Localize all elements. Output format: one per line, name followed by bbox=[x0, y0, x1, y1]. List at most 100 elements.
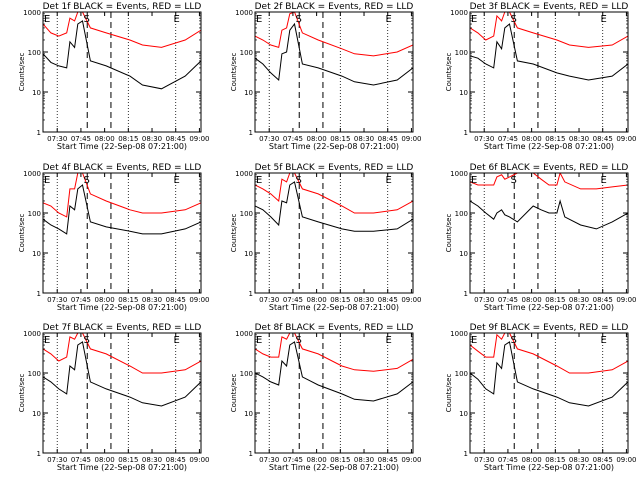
x-tick-label: 07:45 bbox=[283, 135, 303, 143]
series-line-red bbox=[470, 333, 628, 374]
x-tick-label: 08:45 bbox=[593, 456, 613, 464]
panel-title: Det 8f BLACK = Events, RED = LLD bbox=[255, 323, 414, 333]
series-line-black bbox=[43, 184, 201, 235]
x-tick-label: 08:15 bbox=[545, 296, 565, 304]
y-tick-label: 10 bbox=[32, 410, 41, 418]
marker-label-e: E bbox=[256, 175, 262, 186]
plot-frame bbox=[469, 332, 629, 454]
x-tick-label: 07:45 bbox=[283, 296, 303, 304]
y-tick-label: 1000 bbox=[23, 9, 41, 17]
chart-panel-9: Det 9f BLACK = Events, RED = LLD 1 10 100 10… bbox=[445, 323, 637, 472]
x-tick-label: 08:15 bbox=[330, 296, 350, 304]
chart-panel-7: Det 7f BLACK = Events, RED = LLD 1 10 100 10… bbox=[18, 323, 210, 472]
x-tick-label: 07:30 bbox=[474, 135, 494, 143]
panel-title: Det 3f BLACK = Events, RED = LLD bbox=[470, 2, 629, 12]
x-tick-label: 07:45 bbox=[71, 296, 91, 304]
series-line-red bbox=[470, 173, 628, 190]
marker-label-e: E bbox=[601, 335, 607, 346]
plot-frame bbox=[254, 11, 414, 133]
y-tick-label: 1 bbox=[249, 290, 253, 298]
panel-title: Det 4f BLACK = Events, RED = LLD bbox=[43, 163, 202, 173]
marker-label-s: S bbox=[83, 335, 89, 346]
x-tick-label: 09:00 bbox=[189, 135, 209, 143]
x-tick-label: 07:30 bbox=[259, 456, 279, 464]
y-tick-label: 10 bbox=[244, 89, 253, 97]
x-tick-label: 08:15 bbox=[330, 456, 350, 464]
marker-label-e: E bbox=[174, 335, 180, 346]
marker-label-s: S bbox=[295, 175, 301, 186]
y-axis-label: Counts/sec bbox=[18, 214, 26, 253]
x-tick-label: 08:00 bbox=[95, 296, 115, 304]
plot-frame bbox=[254, 172, 414, 294]
y-tick-label: 10 bbox=[459, 410, 468, 418]
plot-frame bbox=[42, 172, 202, 294]
x-tick-label: 08:00 bbox=[95, 135, 115, 143]
x-tick-label: 08:30 bbox=[142, 296, 162, 304]
x-tick-label: 09:00 bbox=[189, 456, 209, 464]
series-line-red bbox=[255, 333, 413, 372]
x-tick-label: 09:00 bbox=[401, 296, 421, 304]
marker-label-s: S bbox=[83, 14, 89, 25]
x-tick-label: 08:00 bbox=[522, 296, 542, 304]
x-tick-label: 08:45 bbox=[166, 296, 186, 304]
x-tick-label: 08:15 bbox=[118, 135, 138, 143]
series-line-black bbox=[255, 22, 413, 86]
panel-title: Det 5f BLACK = Events, RED = LLD bbox=[255, 163, 414, 173]
series-line-black bbox=[470, 341, 628, 407]
y-tick-label: 100 bbox=[455, 370, 468, 378]
x-tick-label: 08:30 bbox=[354, 296, 374, 304]
x-tick-label: 09:00 bbox=[616, 296, 636, 304]
x-tick-label: 08:45 bbox=[593, 296, 613, 304]
plot-frame bbox=[42, 11, 202, 133]
y-tick-label: 10 bbox=[32, 250, 41, 258]
series-line-black bbox=[470, 199, 628, 230]
y-tick-label: 1000 bbox=[235, 330, 253, 338]
panel-title: Det 6f BLACK = Events, RED = LLD bbox=[470, 163, 629, 173]
y-axis-label: Counts/sec bbox=[445, 53, 453, 92]
y-tick-label: 100 bbox=[455, 210, 468, 218]
x-tick-label: 07:30 bbox=[47, 456, 67, 464]
marker-label-e: E bbox=[601, 14, 607, 25]
x-tick-label: 08:15 bbox=[118, 296, 138, 304]
y-tick-label: 1000 bbox=[23, 330, 41, 338]
y-tick-label: 1000 bbox=[450, 330, 468, 338]
x-tick-label: 08:30 bbox=[142, 135, 162, 143]
x-tick-label: 07:45 bbox=[71, 456, 91, 464]
x-tick-label: 08:30 bbox=[569, 456, 589, 464]
x-axis-label: Start Time (22-Sep-08 07:21:00) bbox=[484, 303, 614, 312]
x-tick-label: 09:00 bbox=[401, 456, 421, 464]
x-tick-label: 08:00 bbox=[307, 135, 327, 143]
y-tick-label: 100 bbox=[240, 370, 253, 378]
x-tick-label: 09:00 bbox=[616, 135, 636, 143]
x-tick-label: 08:30 bbox=[354, 456, 374, 464]
marker-label-e: E bbox=[174, 175, 180, 186]
panel-title: Det 7f BLACK = Events, RED = LLD bbox=[43, 323, 202, 333]
y-tick-label: 1000 bbox=[450, 170, 468, 178]
marker-label-e: E bbox=[471, 14, 477, 25]
x-tick-label: 09:00 bbox=[189, 296, 209, 304]
x-tick-label: 08:45 bbox=[378, 456, 398, 464]
series-line-black bbox=[470, 23, 628, 81]
series-line-red bbox=[43, 173, 201, 218]
y-tick-label: 1 bbox=[464, 129, 468, 137]
x-tick-label: 08:00 bbox=[522, 135, 542, 143]
y-tick-label: 10 bbox=[244, 250, 253, 258]
chart-panel-2: Det 2f BLACK = Events, RED = LLD 1 10 100 10… bbox=[230, 2, 422, 151]
y-tick-label: 100 bbox=[455, 49, 468, 57]
chart-panel-5: Det 5f BLACK = Events, RED = LLD 1 10 100 10… bbox=[230, 163, 422, 312]
marker-label-s: S bbox=[295, 335, 301, 346]
x-tick-label: 08:45 bbox=[378, 135, 398, 143]
x-axis-label: Start Time (22-Sep-08 07:21:00) bbox=[269, 142, 399, 151]
marker-label-e: E bbox=[256, 14, 262, 25]
chart-panel-8: Det 8f BLACK = Events, RED = LLD 1 10 100 10… bbox=[230, 323, 422, 472]
series-line-red bbox=[43, 12, 201, 48]
marker-label-e: E bbox=[601, 175, 607, 186]
x-tick-label: 08:45 bbox=[593, 135, 613, 143]
y-tick-label: 10 bbox=[244, 410, 253, 418]
x-tick-label: 07:30 bbox=[474, 456, 494, 464]
plot-frame bbox=[469, 172, 629, 294]
marker-label-s: S bbox=[295, 14, 301, 25]
y-tick-label: 1 bbox=[37, 450, 41, 458]
x-tick-label: 07:45 bbox=[498, 135, 518, 143]
x-tick-label: 08:45 bbox=[378, 296, 398, 304]
